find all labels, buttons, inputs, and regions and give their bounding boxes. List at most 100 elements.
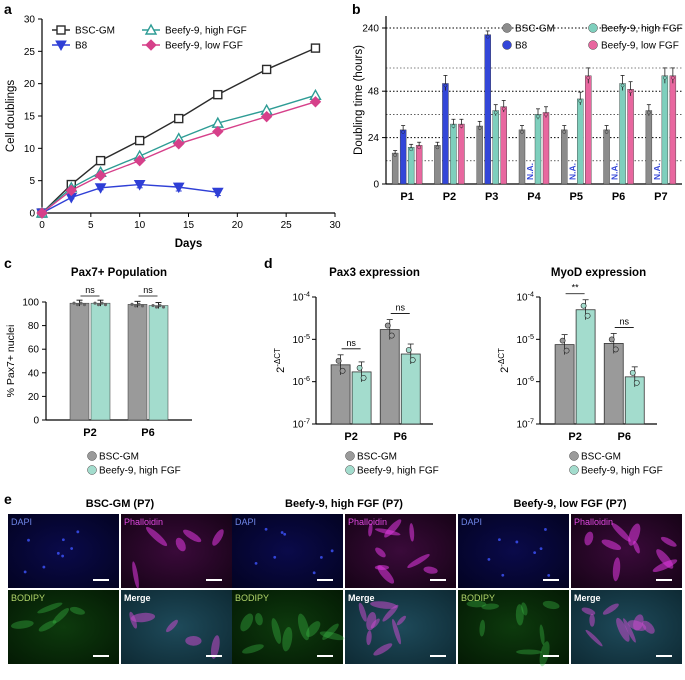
replicate-point [477, 126, 482, 130]
cell-mark [589, 613, 595, 627]
chart-title: Pax7+ Population [71, 267, 167, 279]
y-tick-label: 25 [24, 47, 36, 58]
data-point [212, 125, 224, 138]
micrograph-tile [345, 590, 456, 664]
cell-mark [185, 635, 202, 646]
chart-title: MyoD expression [551, 267, 646, 279]
cell-mark [374, 528, 401, 536]
panel-b-bar-chart: 0 24 48 240 Doubling time (hours) P1 P2 P3 P4 N.A… [353, 16, 683, 203]
nucleus-mark [76, 530, 80, 534]
panel-letter-c: c [4, 255, 12, 271]
y-tick-label: 10-7 [516, 417, 534, 431]
y-tick-label: 30 [24, 15, 36, 26]
nucleus-mark [254, 561, 258, 565]
data-point [134, 135, 145, 146]
category-label: P2 [568, 431, 581, 443]
data-point [133, 154, 146, 167]
cell-mark [370, 601, 398, 609]
nucleus-mark [330, 549, 334, 553]
panel-letter-a: a [4, 1, 12, 17]
replicate-point [485, 34, 490, 39]
micrograph-tile [8, 590, 119, 664]
bar [69, 302, 90, 421]
cell-mark [370, 618, 380, 629]
nucleus-mark [547, 573, 551, 577]
y-tick-label: 80 [28, 321, 40, 332]
bar [542, 112, 550, 185]
bar [379, 329, 400, 425]
bar [90, 302, 111, 421]
x-axis-label: Days [175, 238, 203, 250]
y-tick-label: 15 [24, 112, 36, 123]
replicate-point [544, 112, 548, 117]
cell-mark [282, 626, 293, 652]
y-axis-label: Doubling time (hours) [353, 45, 365, 155]
x-tick-label: 25 [281, 220, 293, 231]
cell-mark [516, 649, 543, 655]
nucleus-mark [544, 528, 547, 531]
replicate-point [628, 89, 633, 94]
replicate-point [151, 303, 155, 308]
y-tick-label: 48 [368, 87, 380, 98]
category-label: P1 [400, 191, 413, 203]
channel-label: BODIPY [235, 593, 269, 603]
cell-mark [130, 612, 156, 623]
nucleus-mark [501, 573, 505, 577]
cell-mark [627, 620, 647, 631]
cell-mark [539, 641, 550, 667]
y-tick-label: 10-7 [292, 417, 310, 431]
cell-mark [255, 613, 263, 626]
y-tick-label: 5 [29, 176, 35, 187]
cell-mark [210, 635, 220, 659]
cell-mark [37, 602, 63, 614]
panel-letter-e: e [4, 491, 12, 507]
data-point [309, 96, 322, 108]
y-tick-label: 20 [28, 392, 40, 403]
replicate-point [388, 332, 395, 339]
micrograph-tile [571, 514, 682, 588]
bar [442, 83, 449, 185]
na-label: N.A. [567, 163, 577, 180]
bar [554, 344, 575, 425]
replicate-point [608, 336, 615, 343]
replicate-point [647, 110, 651, 115]
data-point [36, 207, 48, 219]
panel-c-bar-chart: Pax7+ Population 0 20 40 60 80 100 % Pax7+ nucl… [5, 267, 192, 477]
y-tick-label: 0 [29, 209, 35, 220]
cell-mark [240, 613, 254, 632]
series-line [41, 47, 316, 214]
nucleus-mark [319, 555, 323, 559]
legend-marker [502, 40, 512, 50]
series-line [41, 94, 316, 214]
nucleus-mark [515, 540, 519, 544]
replicate-point [339, 367, 346, 374]
category-label: P2 [83, 427, 96, 439]
replicate-point [75, 303, 80, 307]
nucleus-mark [27, 538, 30, 542]
bar [450, 123, 457, 185]
replicate-point [93, 301, 97, 305]
channel-label: BODIPY [461, 593, 495, 603]
replicate-point [501, 106, 506, 111]
legend-label: B8 [75, 41, 88, 52]
panel-d-myod-chart: MyoD expression 10-7 10-6 10-5 10-4 2-ΔCT P2 **… [497, 267, 663, 477]
y-tick-label: 40 [28, 368, 40, 379]
channel-label: Phalloidin [348, 517, 387, 527]
y-tick-label: 10-5 [516, 332, 534, 346]
bar [669, 75, 677, 185]
micrograph-tile [121, 514, 232, 588]
y-axis-label: 2-ΔCT [273, 348, 287, 373]
x-tick-label: 15 [183, 220, 195, 231]
cell-mark [641, 620, 655, 634]
cell-mark [373, 643, 393, 656]
channel-label: DAPI [11, 517, 32, 527]
data-point [261, 64, 272, 75]
data-point [260, 110, 273, 123]
category-label: P2 [344, 431, 357, 443]
cell-mark [409, 523, 415, 542]
cell-mark [584, 531, 594, 546]
channel-label: BODIPY [11, 593, 45, 603]
replicate-point [100, 301, 104, 305]
category-label: P4 [527, 191, 541, 203]
